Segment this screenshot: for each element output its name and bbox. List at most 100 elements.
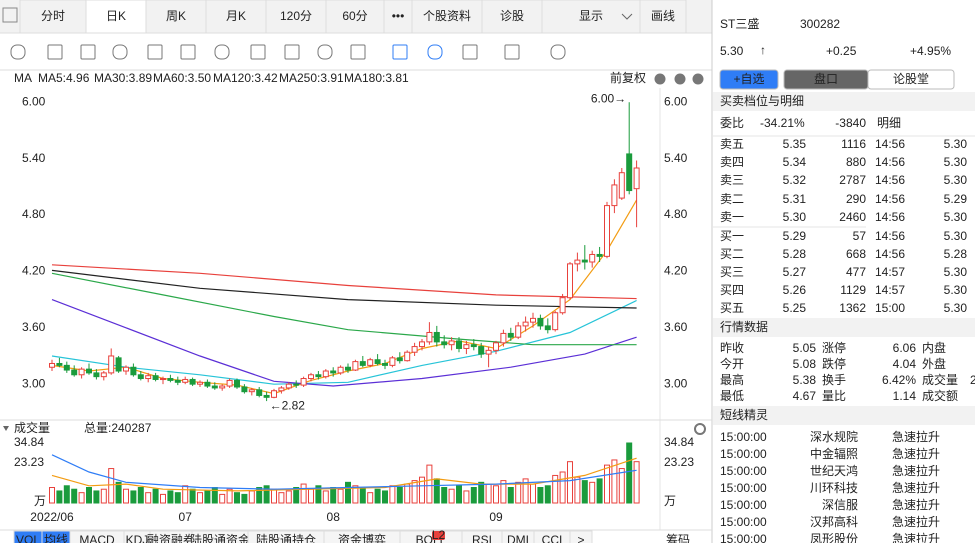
indicator-tab-label: 融资融券	[147, 532, 195, 543]
level-volume: 477	[846, 265, 866, 279]
volume-bar	[152, 488, 159, 504]
vol-tick-label-right: 34.84	[664, 435, 694, 449]
tab[interactable]	[265, 0, 327, 34]
drawing-tools	[10, 44, 566, 60]
indicator-tab-label: BOLL	[416, 533, 447, 543]
tab-label: 分时	[41, 9, 65, 23]
indicator-tab-label: KDJ	[126, 533, 149, 543]
y-tick-label-right: 4.20	[664, 264, 688, 278]
volume-bar	[411, 480, 418, 504]
tool-icon[interactable]	[317, 44, 333, 60]
candle-body	[522, 321, 529, 327]
trade-time: 14:57	[875, 283, 905, 297]
tab[interactable]	[639, 0, 687, 34]
y-tick-label-right: 4.80	[664, 207, 688, 221]
candle-body	[448, 340, 455, 346]
section-title: 行情数据	[720, 319, 768, 334]
volume-bar	[93, 490, 100, 504]
volume-bar	[493, 485, 499, 504]
trade-price: 5.30	[944, 301, 968, 315]
panel-button[interactable]	[867, 69, 955, 90]
volume-bar	[300, 483, 307, 504]
volume-bar	[71, 488, 78, 504]
candle-body	[271, 390, 277, 398]
tab[interactable]	[85, 0, 147, 34]
x-tick-label: 2022/06	[30, 510, 74, 524]
market-cell: 5.05	[793, 341, 817, 355]
trade-time: 14:56	[875, 247, 905, 261]
tool-icon[interactable]	[392, 44, 408, 60]
candle-body	[78, 368, 85, 376]
candle-body	[581, 259, 588, 263]
tab[interactable]	[541, 0, 641, 34]
candle-body	[382, 362, 388, 366]
volume-total: 总量:240287	[84, 421, 152, 435]
tool-icon[interactable]	[147, 44, 163, 60]
market-cell: 5.08	[793, 357, 817, 371]
zoom-button[interactable]	[674, 73, 686, 85]
tool-icon[interactable]	[10, 44, 26, 60]
sidebar-toggle[interactable]	[2, 7, 18, 23]
y-tick-label: 4.20	[22, 264, 46, 278]
tool-icon[interactable]	[462, 44, 478, 60]
badge-label: L2	[432, 528, 446, 542]
tool-icon[interactable]	[47, 44, 63, 60]
tab[interactable]	[411, 0, 483, 34]
alert-time: 15:00:00	[720, 515, 767, 529]
tab-label: 日K	[106, 9, 126, 23]
alert-event: 急速拉升	[892, 480, 940, 495]
volume-bar	[241, 493, 248, 504]
tab-label: 120分	[280, 9, 312, 23]
zoom-button[interactable]	[692, 73, 704, 85]
candle-body	[160, 378, 166, 381]
indicator-tab-label: 均线	[44, 533, 68, 543]
candle-body	[537, 317, 544, 327]
tool-icon[interactable]	[550, 44, 566, 60]
zoom-button[interactable]	[654, 73, 666, 85]
tab[interactable]	[205, 0, 267, 34]
tab-label: •••	[392, 9, 405, 23]
volume-bar	[485, 483, 492, 504]
indicator-tab[interactable]	[569, 530, 593, 543]
settings-button[interactable]	[694, 423, 706, 435]
indicator-tab-label: 陆股通资金	[190, 532, 250, 543]
candle-body	[174, 379, 181, 383]
level-label: 卖三	[720, 173, 744, 187]
vol-tick-label: 23.23	[14, 455, 44, 469]
tool-icon[interactable]	[284, 44, 300, 60]
tool-icon[interactable]	[80, 44, 96, 60]
trade-price: 5.30	[944, 265, 968, 279]
volume-bar	[633, 461, 640, 504]
tab[interactable]	[325, 0, 385, 34]
tool-icon[interactable]	[180, 44, 196, 60]
indicator-tab-label: RSI	[472, 533, 492, 543]
price-annotation: ←2.82	[270, 398, 306, 412]
volume-bar	[604, 464, 610, 504]
level-label: 卖五	[720, 137, 744, 151]
tool-icon[interactable]	[250, 44, 266, 60]
level-label: 卖二	[720, 192, 744, 206]
candle-body	[211, 385, 218, 389]
tool-icon[interactable]	[112, 44, 128, 60]
trade-time: 14:56	[875, 229, 905, 243]
stock-code: 300282	[800, 17, 840, 31]
candle-body	[359, 361, 366, 366]
panel-button-label: 论股堂	[893, 72, 929, 86]
volume-bar	[374, 488, 381, 504]
tool-icon[interactable]	[504, 44, 520, 60]
panel-button[interactable]	[719, 69, 779, 90]
trade-time: 14:56	[875, 155, 905, 169]
candle-body	[470, 344, 477, 348]
collapse-icon	[3, 426, 9, 431]
level-label: 卖四	[720, 155, 744, 169]
tab-label: 月K	[226, 9, 246, 23]
trade-time: 14:56	[875, 210, 905, 224]
tool-icon[interactable]	[214, 44, 230, 60]
alert-time: 15:00:00	[720, 481, 767, 495]
tool-icon[interactable]	[427, 44, 443, 60]
tool-icon[interactable]	[350, 44, 366, 60]
volume-bar	[567, 461, 573, 504]
volume-bar	[256, 487, 263, 504]
level-price: 5.26	[783, 283, 807, 297]
candle-body	[278, 387, 285, 392]
